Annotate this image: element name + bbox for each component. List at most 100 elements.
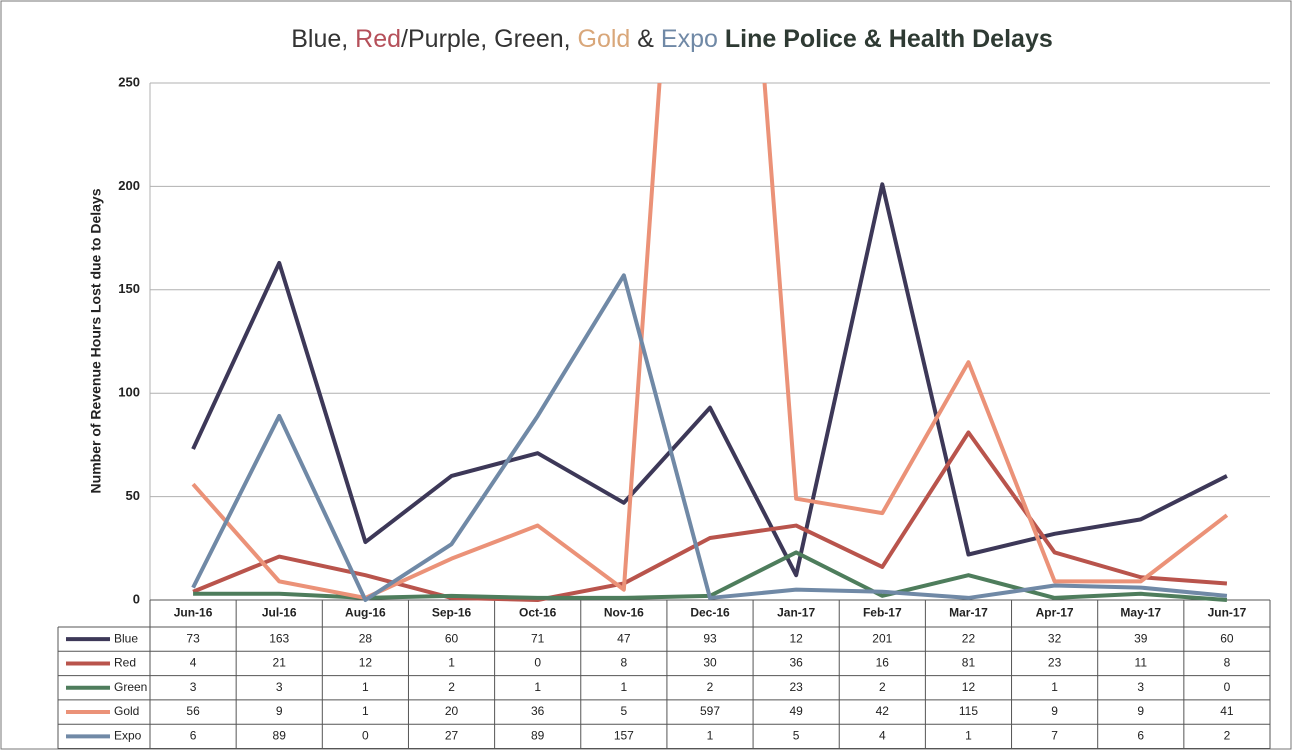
- x-tick-label: Apr-17: [1036, 606, 1074, 620]
- table-value: 3: [1137, 680, 1144, 694]
- table-value: 16: [876, 656, 890, 670]
- y-tick-label: 50: [126, 488, 140, 503]
- table-value: 42: [876, 704, 890, 718]
- table-value: 71: [531, 631, 545, 645]
- table-value: 9: [1137, 704, 1144, 718]
- table-value: 81: [962, 656, 976, 670]
- legend-label: Green: [114, 680, 147, 694]
- title-part: Blue,: [291, 25, 355, 53]
- legend-label: Blue: [114, 631, 138, 645]
- y-axis-label: Number of Revenue Hours Lost due to Dela…: [88, 188, 104, 493]
- table-value: 1: [448, 656, 455, 670]
- table-value: 0: [362, 729, 369, 743]
- table-value: 8: [1224, 656, 1231, 670]
- table-value: 2: [707, 680, 714, 694]
- table-value: 11: [1135, 656, 1148, 670]
- table-value: 7: [1051, 729, 1058, 743]
- plot-lines: [191, 83, 1229, 602]
- table-value: 23: [1048, 656, 1062, 670]
- y-tick-label: 0: [133, 591, 140, 606]
- title-part: Red: [355, 25, 401, 53]
- table-value: 89: [531, 729, 545, 743]
- x-tick-label: Jun-17: [1208, 606, 1247, 620]
- table-value: 6: [190, 729, 197, 743]
- table-value: 12: [789, 631, 803, 645]
- x-tick-label: Jun-16: [174, 606, 213, 620]
- table-value: 23: [789, 680, 803, 694]
- chart-title: Blue, Red/Purple, Green, Gold & Expo Lin…: [291, 25, 1053, 53]
- series-line: [192, 430, 1228, 602]
- table-value: 163: [269, 631, 289, 645]
- table-value: 2: [448, 680, 455, 694]
- series-line: [191, 273, 1228, 602]
- x-tick-label: Nov-16: [604, 606, 644, 620]
- table-value: 41: [1220, 704, 1234, 718]
- table-value: 3: [190, 680, 197, 694]
- table-value: 39: [1134, 631, 1148, 645]
- table-value: 5: [793, 729, 800, 743]
- x-tick-label: May-17: [1120, 606, 1161, 620]
- table-value: 201: [872, 631, 892, 645]
- table-value: 49: [789, 704, 803, 718]
- table-value: 2: [879, 680, 886, 694]
- table-value: 1: [362, 680, 369, 694]
- series-line: [191, 182, 1228, 578]
- table-value: 73: [186, 631, 200, 645]
- table-value: 36: [531, 704, 545, 718]
- title-part: &: [630, 25, 661, 53]
- table-value: 12: [962, 680, 976, 694]
- table-value: 56: [186, 704, 200, 718]
- table-value: 47: [617, 631, 631, 645]
- title-part: Expo: [661, 25, 718, 53]
- table-value: 28: [359, 631, 373, 645]
- table-value: 115: [959, 704, 978, 718]
- table-value: 0: [534, 656, 541, 670]
- x-tick-label: Feb-17: [863, 606, 902, 620]
- x-tick-label: Mar-17: [949, 606, 988, 620]
- legend-label: Red: [114, 656, 136, 670]
- x-tick-label: Oct-16: [519, 606, 557, 620]
- table-value: 3: [276, 680, 283, 694]
- title-part: Line Police & Health Delays: [718, 25, 1053, 53]
- table-value: 2: [1224, 729, 1231, 743]
- title-part: Gold: [578, 25, 631, 53]
- legend-label: Gold: [114, 704, 139, 718]
- table-value: 9: [276, 704, 283, 718]
- table-value: 0: [1224, 680, 1231, 694]
- table-value: 1: [1051, 680, 1058, 694]
- y-tick-label: 100: [118, 385, 140, 400]
- table-value: 9: [1051, 704, 1058, 718]
- x-tick-label: Dec-16: [690, 606, 730, 620]
- table-value: 30: [703, 656, 717, 670]
- table-value: 1: [362, 704, 369, 718]
- title-part: /Purple, Green,: [401, 25, 577, 53]
- table-value: 8: [621, 656, 628, 670]
- table-value: 22: [962, 631, 976, 645]
- table-value: 20: [445, 704, 459, 718]
- table-value: 36: [789, 656, 803, 670]
- y-tick-label: 200: [118, 178, 140, 193]
- table-value: 4: [190, 656, 197, 670]
- table-value: 1: [707, 729, 714, 743]
- table-value: 4: [879, 729, 886, 743]
- table-value: 12: [359, 656, 373, 670]
- table-value: 1: [534, 680, 541, 694]
- table-value: 89: [273, 729, 287, 743]
- table-value: 27: [445, 729, 459, 743]
- table-value: 32: [1048, 631, 1062, 645]
- table-value: 21: [273, 656, 287, 670]
- legend-label: Expo: [114, 729, 142, 743]
- y-tick-label: 250: [118, 74, 140, 89]
- x-tick-label: Aug-16: [345, 606, 386, 620]
- y-tick-label: 150: [118, 281, 140, 296]
- table-value: 60: [1220, 631, 1234, 645]
- table-value: 93: [703, 631, 717, 645]
- x-tick-label: Jan-17: [777, 606, 815, 620]
- table-value: 6: [1137, 729, 1144, 743]
- table-value: 157: [614, 729, 634, 743]
- table-value: 5: [621, 704, 628, 718]
- x-tick-label: Jul-16: [262, 606, 297, 620]
- table-value: 1: [621, 680, 628, 694]
